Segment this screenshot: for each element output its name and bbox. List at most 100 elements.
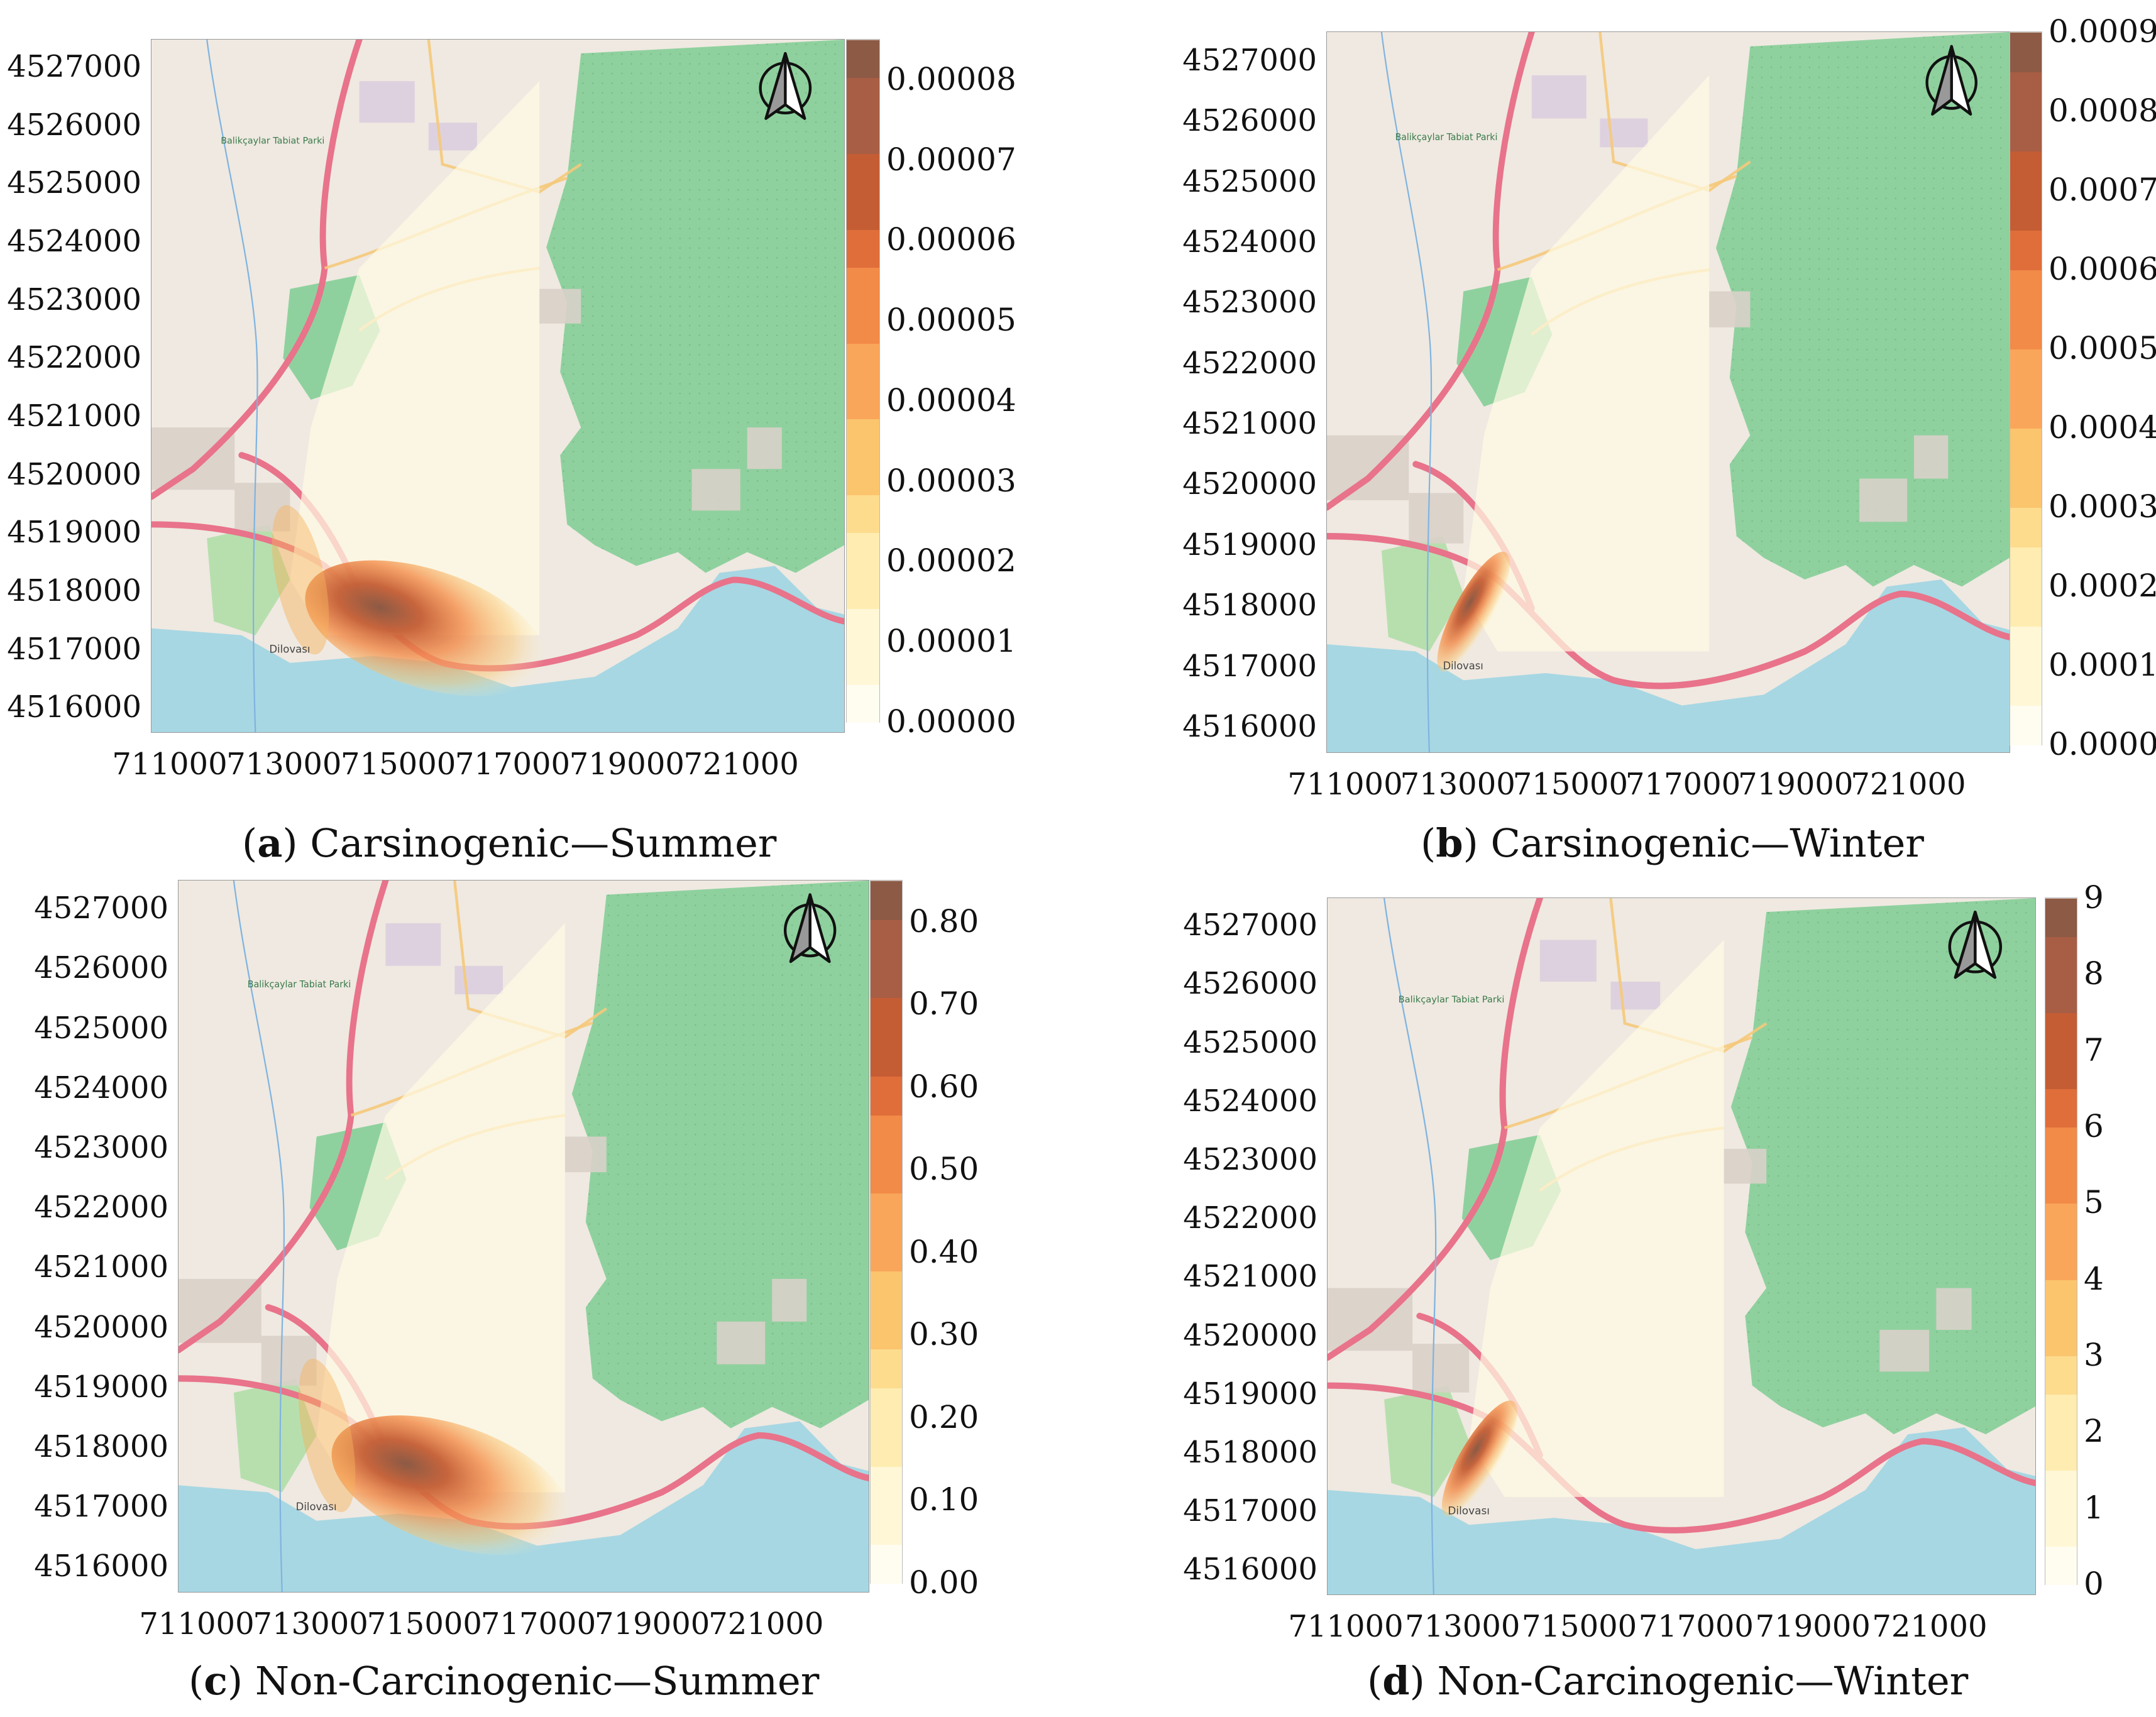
built-up-area bbox=[1724, 1148, 1767, 1184]
built-up-area bbox=[1327, 435, 1409, 500]
x-tick-label: 721000 bbox=[683, 747, 799, 782]
colorbar-segment bbox=[2045, 1470, 2077, 1509]
y-tick-label: 4522000 bbox=[1182, 345, 1317, 381]
colorbar-tick-label: 0.30 bbox=[909, 1316, 979, 1353]
colorbar-segment bbox=[2045, 1279, 2077, 1319]
highway bbox=[1327, 32, 1535, 511]
colorbar-tick-label: 0.80 bbox=[909, 902, 979, 940]
y-tick-label: 4517000 bbox=[1182, 648, 1317, 684]
colorbar-tick-label: 0.0005 bbox=[2049, 330, 2156, 366]
colorbar-tick-label: 0.0002 bbox=[2049, 568, 2156, 604]
y-tick-label: 4519000 bbox=[1183, 1376, 1317, 1412]
colorbar-segment bbox=[2045, 1432, 2077, 1471]
colorbar-segment bbox=[2045, 898, 2077, 937]
colorbar-segment bbox=[871, 1466, 902, 1506]
colorbar-tick-label: 0.00006 bbox=[886, 221, 1016, 258]
colorbar-segment bbox=[871, 880, 902, 921]
x-tick-label: 717000 bbox=[454, 747, 571, 782]
y-tick-label: 4525000 bbox=[1182, 163, 1317, 199]
caption-b: (b) Carsinogenic—Winter bbox=[1421, 820, 1924, 866]
colorbar-segment bbox=[871, 1114, 902, 1155]
colorbar-tick-label: 0.0001 bbox=[2049, 647, 2156, 683]
x-tick-label: 711000 bbox=[1287, 767, 1403, 802]
x-tick-label: 711000 bbox=[112, 747, 228, 782]
colorbar-segment bbox=[871, 1388, 902, 1428]
y-tick-label: 4522000 bbox=[1183, 1200, 1317, 1236]
y-tick-label: 4525000 bbox=[34, 1010, 168, 1046]
built-up-area bbox=[1412, 1344, 1470, 1393]
colorbar-tick-label: 0.60 bbox=[909, 1068, 979, 1105]
colorbar-segment bbox=[2045, 1203, 2077, 1242]
colorbar-segment bbox=[847, 40, 879, 79]
x-tick-label: 719000 bbox=[569, 747, 685, 782]
colorbar-segment bbox=[847, 229, 879, 268]
colorbar-segment bbox=[2010, 270, 2042, 310]
y-tick-label: 4521000 bbox=[1182, 406, 1317, 442]
colorbar-segment bbox=[847, 191, 879, 230]
y-tick-label: 4525000 bbox=[1183, 1024, 1317, 1060]
colorbar-tick-label: 0.70 bbox=[909, 985, 979, 1023]
colorbar-segment bbox=[847, 570, 879, 609]
colorbar-segment bbox=[2010, 309, 2042, 349]
x-tick-label: 721000 bbox=[1872, 1609, 1988, 1644]
colorbar-segment bbox=[2010, 32, 2042, 72]
colorbar-segment bbox=[2045, 1317, 2077, 1356]
colorbar-tick-label: 0.40 bbox=[909, 1233, 979, 1270]
caption-a: (a) Carsinogenic—Summer bbox=[242, 820, 777, 866]
built-up-area bbox=[1328, 1288, 1413, 1351]
colorbar-segment bbox=[847, 684, 879, 723]
colorbar-segment bbox=[2010, 111, 2042, 151]
colorbar-segment bbox=[871, 997, 902, 1038]
model-domain bbox=[1469, 940, 1724, 1497]
colorbar-segment bbox=[847, 115, 879, 154]
colorbar-segment bbox=[871, 1075, 902, 1116]
colorbar-b bbox=[2010, 31, 2042, 745]
colorbar-segment bbox=[2010, 586, 2042, 627]
colorbar-tick-label: 0.00008 bbox=[886, 60, 1016, 97]
colorbar-segment bbox=[871, 1427, 902, 1467]
y-tick-label: 4518000 bbox=[34, 1429, 168, 1464]
model-domain bbox=[316, 923, 565, 1493]
colorbar-tick-label: 6 bbox=[2084, 1108, 2104, 1144]
stream bbox=[233, 880, 285, 1592]
colorbar-segment bbox=[847, 456, 879, 495]
colorbar-segment bbox=[2045, 1012, 2077, 1051]
x-tick-label: 713000 bbox=[226, 747, 342, 782]
colorbar-tick-label: 0.20 bbox=[909, 1398, 979, 1435]
park-label: Balikçaylar Tabiat Parki bbox=[221, 136, 324, 146]
built-up-area bbox=[772, 1278, 807, 1322]
colorbar-segment bbox=[871, 1271, 902, 1311]
x-tick-label: 719000 bbox=[595, 1606, 710, 1642]
colorbar-segment bbox=[871, 919, 902, 960]
y-tick-label: 4526000 bbox=[1182, 103, 1317, 139]
sea-area bbox=[179, 1421, 869, 1592]
colorbar-tick-label: 4 bbox=[2084, 1260, 2104, 1297]
built-up-area bbox=[179, 1278, 261, 1343]
y-tick-label: 4522000 bbox=[7, 340, 141, 376]
colorbar-segment bbox=[871, 1505, 902, 1545]
highway bbox=[179, 880, 389, 1354]
x-tick-label: 715000 bbox=[341, 747, 456, 782]
x-tick-label: 715000 bbox=[1512, 767, 1628, 802]
y-tick-label: 4519000 bbox=[7, 515, 141, 551]
colorbar-tick-label: 0.10 bbox=[909, 1481, 979, 1518]
map-d: Balikçaylar Tabiat Parki Dilovası bbox=[1327, 897, 2036, 1595]
built-up-area bbox=[1879, 1329, 1930, 1372]
y-tick-label: 4518000 bbox=[1183, 1434, 1317, 1470]
colorbar-segment bbox=[871, 1192, 902, 1232]
colorbar-tick-label: 3 bbox=[2084, 1337, 2104, 1373]
colorbar-tick-label: 0.0009 bbox=[2049, 13, 2156, 50]
colorbar-segment bbox=[2045, 1050, 2077, 1090]
built-up-area bbox=[1610, 981, 1661, 1010]
highway bbox=[1328, 898, 1543, 1361]
colorbar-segment bbox=[847, 267, 879, 306]
y-tick-label: 4524000 bbox=[1183, 1083, 1317, 1119]
colorbar-tick-label: 1 bbox=[2084, 1489, 2104, 1526]
colorbar-segment bbox=[847, 419, 879, 458]
colorbar-segment bbox=[847, 381, 879, 420]
y-tick-label: 4521000 bbox=[7, 398, 141, 434]
park-area bbox=[1384, 1385, 1470, 1497]
model-domain bbox=[1463, 75, 1710, 652]
x-tick-label: 717000 bbox=[480, 1606, 597, 1642]
colorbar-segment bbox=[2045, 936, 2077, 975]
